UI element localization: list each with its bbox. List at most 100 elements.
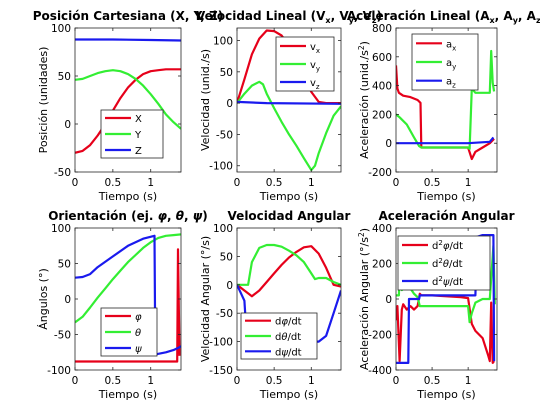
series-line-1 [237,245,341,298]
axes-frame [236,227,342,371]
text-span: d [275,347,281,358]
series-line-1 [75,68,181,154]
text-span: x [316,47,320,55]
text-span: x [325,16,331,25]
chart-panel-4: 0 0.5 1 -100 -50 0 50 100 Tiempo (s) Ángulos (°) O… [37,209,208,401]
x-tick-label: 0.5 [266,375,283,387]
text-span: ψ [281,347,288,358]
text-span: Velocidad Angular [228,209,351,223]
text-span: x [490,16,496,25]
x-tick-label: 0 [72,375,79,387]
text-span: /dt [288,347,302,358]
legend-label-3: az [446,77,456,90]
x-tick-label: 0.5 [266,177,283,189]
x-tick-label: 0.5 [424,375,441,387]
y-tick-label: 100 [213,36,233,48]
y-tick-label: 0 [385,138,392,150]
legend-label-1: φ [135,312,142,323]
x-tick-label: 1 [465,177,472,189]
x-tick-label: 1 [147,375,154,387]
y-tick-label: 50 [58,259,71,271]
text-span: y [349,16,355,25]
text-span: , V [331,9,350,23]
text-span: 2 [438,239,442,247]
legend-label-2: vy [310,60,320,73]
text-span: ) [358,228,371,232]
text-span: ) [377,9,382,23]
y-tick-label: 0 [385,294,392,306]
text-span: d [432,259,438,270]
text-span: x [452,44,456,52]
x-axis-label: Tiempo (s) [98,190,157,203]
chart-panel-5: 0 0.5 1 -150 -100 -50 0 50 100 Tiempo (s) Velocida… [199,209,351,401]
legend-label-2: d2θ/dt [432,257,463,270]
text-span: φ [135,312,142,323]
y-tick-label: 200 [372,259,392,271]
chart-panel-2: 0 0.5 1 -100 -50 0 50 100 Tiempo (s) Velocidad (u… [196,9,382,203]
text-span: y [452,63,456,71]
text-span: d [275,317,281,328]
x-tick-label: 0.5 [105,375,122,387]
text-span: θ [176,209,184,223]
text-span: /dt [287,332,301,343]
text-span: z [316,83,320,91]
x-tick-label: 1 [308,177,315,189]
text-span: Aceleración Angular (°/s [358,237,371,370]
chart-title: Velocidad Angular [228,209,351,223]
text-span: 2 [438,257,442,265]
text-span: ψ [443,277,450,288]
x-axis-label: Tiempo (s) [259,388,318,401]
series-line-3 [237,100,341,105]
chart-panel-6: 0 0.5 1 -400 -200 0 200 400 Tiempo (s) Aceleració… [357,209,515,401]
y-axis-label: Posición (unidades) [37,47,50,154]
y-tick-label: 0 [226,98,233,110]
text-span: θ [281,332,287,343]
text-span: Velocidad (unid./s) [199,49,212,151]
text-span: θ [443,259,449,270]
text-span: , [167,209,176,223]
legend-label-1: vx [310,42,320,55]
text-span: Aceleración Angular [378,209,514,223]
y-tick-label: -200 [368,167,392,179]
text-span: Orientación (ej. [48,209,157,223]
y-tick-label: 50 [220,67,233,79]
legend-label-2: dθ/dt [275,332,301,343]
series-line-2 [396,49,496,151]
y-tick-label: -50 [216,308,233,320]
text-span: θ [135,328,141,339]
text-span: 2 [357,232,366,237]
y-tick-label: 50 [220,251,233,263]
x-axis-label: Tiempo (s) [259,190,318,203]
text-span: Velocidad Angular (°/s) [199,236,212,362]
legend-label-2: Y [134,130,142,141]
y-tick-label: -200 [368,330,392,342]
y-tick-label: 50 [58,71,71,83]
legend-label-1: X [135,114,142,125]
legend-label-3: ψ [135,344,142,355]
x-axis-label: Tiempo (s) [98,388,157,401]
text-span: Y [134,130,142,141]
legend-label-3: Z [135,146,142,157]
text-span: d [432,241,438,252]
series-line-3 [75,234,181,356]
series-line-2 [237,80,341,172]
y-tick-label: 200 [372,109,392,121]
text-span: 2 [357,45,366,50]
chart-title: Orientación (ej. φ, θ, ψ) [48,209,208,223]
y-tick-label: 600 [372,52,392,64]
x-axis-label: Tiempo (s) [416,190,475,203]
x-tick-label: 0 [393,177,400,189]
axes-frame [395,27,498,173]
text-span: ) [358,41,371,45]
x-tick-label: 0 [393,375,400,387]
y-tick-label: 800 [372,23,392,35]
legend-label-2: ay [446,58,456,71]
y-tick-label: 0 [64,294,71,306]
text-span: φ [281,317,288,328]
